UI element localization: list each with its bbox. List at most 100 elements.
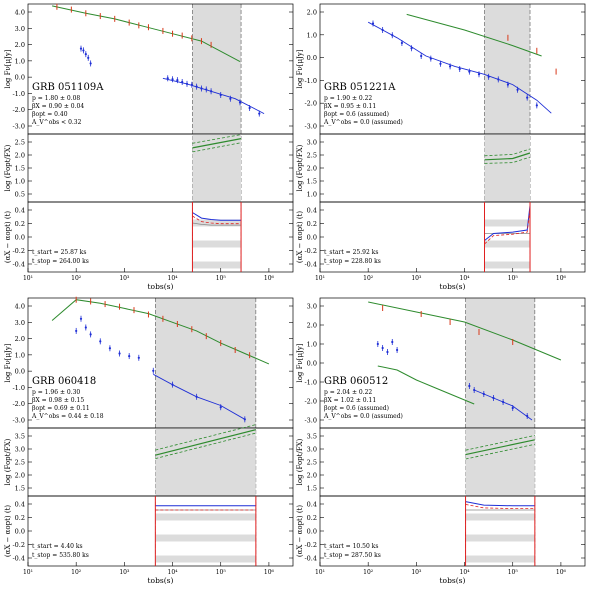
ratio-axes-frame <box>319 133 586 203</box>
closure-band <box>484 219 531 227</box>
x-tick-label: 10⁵ <box>216 569 227 576</box>
ratio-line <box>192 138 242 149</box>
xray-data-point <box>185 82 189 85</box>
time-window-label: t_start = 25.87 ks <box>32 249 86 256</box>
alpha-y-tick-label: 0.0 <box>15 528 25 536</box>
xray-data-point <box>118 352 121 355</box>
fit-parameter: A_V^obs = 0.44 ± 0.18 <box>31 413 104 420</box>
closure-band-center <box>192 222 242 226</box>
x-tick-label: 10³ <box>411 275 422 282</box>
alpha-y-tick-label: 0.2 <box>307 220 317 228</box>
alpha-diff-red-line <box>192 215 242 225</box>
xray-data-point <box>468 70 471 73</box>
xray-data-point <box>511 406 514 410</box>
x-tick-label: 10³ <box>411 569 422 576</box>
flux-y-axis-label: log Fν[μJy] <box>4 49 12 88</box>
xray-data-point <box>386 350 389 354</box>
x-tick-label: 10² <box>363 275 374 282</box>
xray-data-point <box>171 78 174 81</box>
ratio-y-tick-label: 2.0 <box>15 152 25 160</box>
flux-y-tick-label: -2.0 <box>12 400 25 408</box>
xray-data-point <box>487 75 490 78</box>
ratio-upper-bound <box>192 134 242 144</box>
alpha-diff-subplot: 0.4 0.2 0.0 -0.2 -0.4(αX − αopt) (t) t_start … <box>4 201 294 291</box>
xray-data-point <box>229 97 232 100</box>
flux-y-tick-label: 1.0 <box>15 351 25 359</box>
ratio-y-tick-label: 3.0 <box>307 139 317 147</box>
ratio-y-tick-label: 3.5 <box>15 433 25 441</box>
grb-name: GRB 051221A <box>324 82 396 93</box>
alpha-diff-subplot: 0.4 0.2 0.0 -0.2 -0.4(αX − αopt) (t) t_start … <box>4 495 294 585</box>
ratio-y-tick-label: 1.5 <box>15 165 25 173</box>
closure-band <box>192 261 242 269</box>
xray-data-point <box>75 329 78 333</box>
xray-data-point <box>381 28 384 32</box>
ratio-line <box>484 152 531 161</box>
closure-band <box>484 240 531 248</box>
panel-grb-060418: 4.0 3.0 2.0 1.0 0.0 -1.0 -2.0 -3.0 log Fν[μJy] GR… <box>4 296 294 585</box>
x-tick-label: 10¹ <box>315 275 325 282</box>
closure-band <box>192 240 242 248</box>
flux-y-tick-label: -2.0 <box>12 106 25 114</box>
x-tick-label: 10² <box>71 569 82 576</box>
flux-y-tick-label: 0.0 <box>307 360 317 368</box>
ratio-lower-bound <box>192 142 242 153</box>
xray-data-point <box>482 392 485 396</box>
xray-data-point <box>526 414 529 418</box>
x-tick-label: 10¹ <box>315 569 325 576</box>
x-tick-label: 10⁴ <box>168 569 179 576</box>
x-tick-label: 10⁵ <box>216 275 227 282</box>
xray-data-point <box>87 56 90 59</box>
ratio-y-tick-label: 2.0 <box>307 165 317 173</box>
alpha-diff-red-line <box>484 208 531 245</box>
flux-y-tick-label: 2.0 <box>307 9 317 17</box>
grb-name: GRB 051109A <box>32 82 104 93</box>
xray-data-point <box>468 384 471 388</box>
ratio-y-tick-label: 2.0 <box>307 472 317 480</box>
ratio-axes-frame <box>27 133 294 203</box>
xray-data-point <box>371 22 375 25</box>
closure-band <box>155 555 256 563</box>
x-axis-label: tobs(s) <box>440 576 466 585</box>
alpha-y-axis-label: (αX − αopt) (t) <box>4 211 12 263</box>
flux-subplot: 4.0 3.0 2.0 1.0 0.0 -1.0 -2.0 -3.0 log Fν[μJy] GR… <box>4 3 294 272</box>
closure-band <box>465 534 535 542</box>
ratio-lower-bound <box>465 443 535 460</box>
x-tick-label: 10⁶ <box>264 569 275 576</box>
x-tick-label: 10⁶ <box>556 569 567 576</box>
flux-y-tick-label: -3.0 <box>12 417 25 425</box>
flux-y-tick-label: -2.0 <box>304 100 317 108</box>
fit-window-shade <box>192 134 242 202</box>
alpha-y-tick-label: -0.2 <box>12 247 25 255</box>
flux-y-tick-label: -3.0 <box>304 417 317 425</box>
xray-data-point <box>195 395 198 398</box>
fit-window-shade <box>484 134 531 202</box>
fit-parameter: βX = 0.95 ± 0.11 <box>324 103 376 110</box>
alpha-y-tick-label: 0.2 <box>15 514 25 522</box>
fit-window-shade <box>155 298 256 428</box>
xray-data-point <box>190 83 193 86</box>
ratio-y-tick-label: 2.5 <box>307 459 317 467</box>
flux-y-tick-label: 3.0 <box>307 303 317 311</box>
xray-data-point <box>99 340 102 343</box>
closure-band <box>465 555 535 563</box>
alpha-diff-subplot: 0.4 0.2 0.0 -0.2 -0.4(αX − αopt) (t) t_start … <box>296 201 586 291</box>
xray-data-point <box>526 96 529 99</box>
xray-data-point <box>181 80 184 84</box>
fit-parameter: A_V^obs = 0.0 (assumed) <box>323 413 403 420</box>
flux-y-axis-label: log Fν[μJy] <box>4 343 12 382</box>
xray-data-point <box>166 77 169 80</box>
xray-data-point <box>400 41 404 45</box>
x-tick-label: 10³ <box>119 275 130 282</box>
alpha-diff-red-line <box>465 504 535 509</box>
fit-window-shade <box>192 4 242 134</box>
fit-parameter: p = 2.04 ± 0.22 <box>324 389 372 396</box>
fit-parameter: βopt = 0.40 <box>32 111 68 118</box>
xray-data-point <box>395 348 399 352</box>
xray-data-point <box>238 101 242 104</box>
xray-data-point <box>501 400 505 404</box>
xray-data-point <box>89 62 92 65</box>
x-tick-label: 10⁴ <box>168 275 179 282</box>
fit-window-shade <box>484 4 531 134</box>
